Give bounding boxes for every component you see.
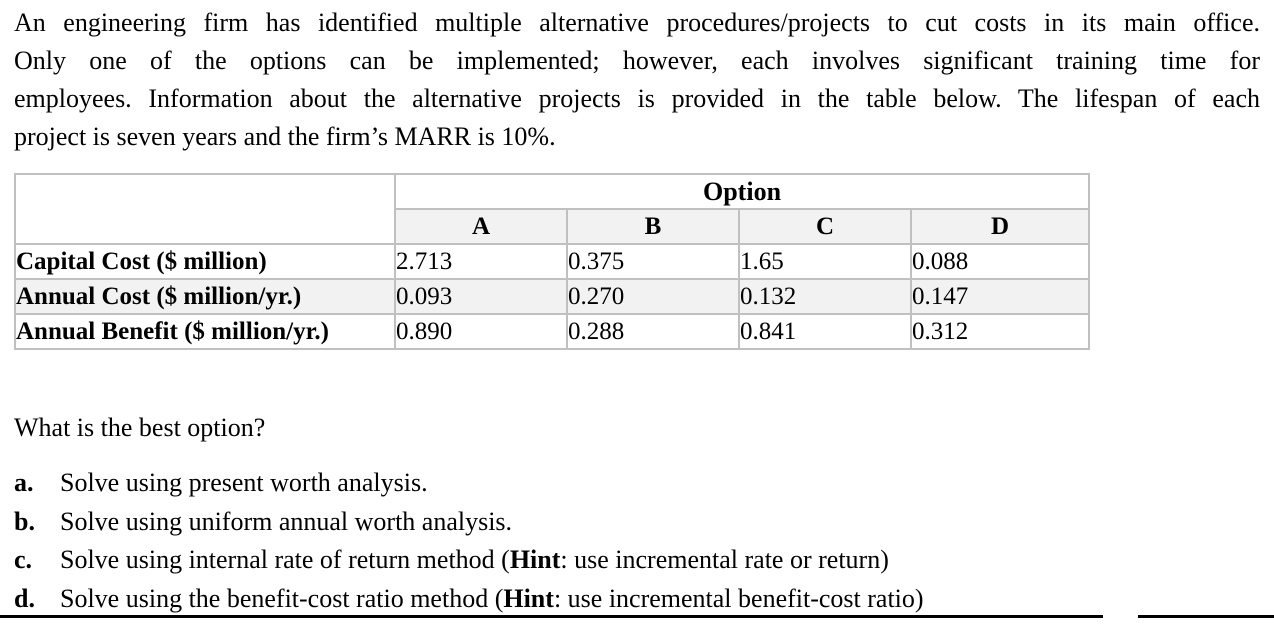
item-text-rest: : use incremental rate or return) bbox=[560, 545, 889, 574]
list-item-text: Solve using the benefit-cost ratio metho… bbox=[60, 580, 924, 619]
paragraph-line-4: project is seven years and the firm’s MA… bbox=[14, 122, 556, 151]
list-marker: c. bbox=[14, 545, 33, 574]
intro-paragraph: An engineering firm has identified multi… bbox=[14, 4, 1260, 156]
cell-value: 0.132 bbox=[738, 278, 912, 315]
list-item-a: a. Solve using present worth analysis. bbox=[14, 464, 1260, 503]
table-row-annual-cost: Annual Cost ($ million/yr.) 0.093 0.270 … bbox=[14, 278, 1091, 315]
list-marker: d. bbox=[14, 583, 35, 613]
row-label: Annual Benefit ($ million/yr.) bbox=[14, 313, 396, 350]
column-header-b: B bbox=[566, 208, 740, 245]
cell-value: 0.890 bbox=[394, 313, 568, 350]
cell-value: 0.375 bbox=[566, 243, 740, 280]
list-marker: a. bbox=[14, 468, 34, 497]
paragraph-line-2: Only one of the options can be implement… bbox=[14, 46, 1260, 75]
options-table: Option A B C D Capital Cost ($ million) … bbox=[14, 173, 1091, 350]
hint-label: Hint bbox=[503, 583, 554, 613]
item-text-rest: : use incremental benefit-cost ratio) bbox=[553, 583, 924, 613]
option-group-header: Option bbox=[393, 173, 1091, 210]
cell-value: 0.147 bbox=[909, 278, 1091, 315]
cell-value: 2.713 bbox=[394, 243, 568, 280]
row-label: Capital Cost ($ million) bbox=[14, 243, 396, 280]
cell-value: 0.270 bbox=[566, 278, 740, 315]
item-text-main: Solve using the benefit-cost ratio metho… bbox=[60, 583, 504, 613]
item-text-main: Solve using internal rate of return meth… bbox=[60, 545, 510, 574]
option-group-row: Option bbox=[14, 173, 1091, 245]
paragraph-line-1: An engineering firm has identified multi… bbox=[14, 8, 1260, 37]
bottom-rule-left bbox=[0, 615, 1103, 618]
table-row-annual-benefit: Annual Benefit ($ million/yr.) 0.890 0.2… bbox=[14, 313, 1091, 350]
column-header-a: A bbox=[394, 208, 568, 245]
cell-value: 1.65 bbox=[738, 243, 912, 280]
cell-value: 0.288 bbox=[566, 313, 740, 350]
list-item-b: b. Solve using uniform annual worth anal… bbox=[14, 503, 1260, 542]
table-row-capital-cost: Capital Cost ($ million) 2.713 0.375 1.6… bbox=[14, 243, 1091, 280]
list-item-text: Solve using internal rate of return meth… bbox=[60, 541, 889, 580]
item-text-main: Solve using uniform annual worth analysi… bbox=[60, 506, 513, 536]
column-header-d: D bbox=[909, 208, 1091, 245]
list-item-text: Solve using uniform annual worth analysi… bbox=[60, 503, 512, 542]
paragraph-line-3: employees. Information about the alterna… bbox=[14, 84, 1260, 113]
column-header-row: A B C D bbox=[15, 208, 1091, 245]
hint-label: Hint bbox=[509, 545, 561, 574]
list-item-d: d. Solve using the benefit-cost ratio me… bbox=[14, 580, 1260, 619]
item-text-main: Solve using present worth analysis. bbox=[60, 468, 428, 497]
row-label: Annual Cost ($ million/yr.) bbox=[14, 278, 396, 315]
bottom-rule-right bbox=[1138, 615, 1274, 618]
subquestion-list: a. Solve using present worth analysis. b… bbox=[14, 464, 1260, 618]
list-item-c: c. Solve using internal rate of return m… bbox=[14, 541, 1260, 580]
question-text: What is the best option? bbox=[14, 413, 266, 442]
list-marker: b. bbox=[14, 506, 35, 536]
column-header-c: C bbox=[738, 208, 912, 245]
cell-value: 0.093 bbox=[394, 278, 568, 315]
table-corner-cell bbox=[14, 173, 396, 245]
list-item-text: Solve using present worth analysis. bbox=[60, 464, 428, 503]
cell-value: 0.088 bbox=[909, 243, 1091, 280]
cell-value: 0.841 bbox=[738, 313, 912, 350]
cell-value: 0.312 bbox=[909, 313, 1091, 350]
